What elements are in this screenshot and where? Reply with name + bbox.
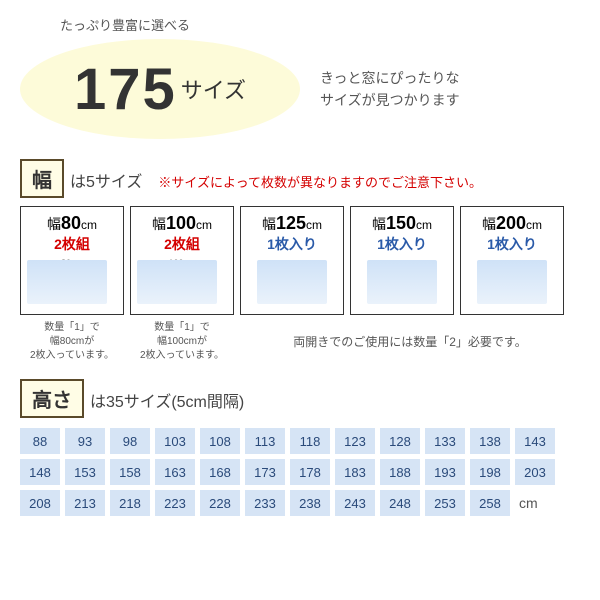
width-label: 幅125cm <box>245 213 339 234</box>
width-label: 幅150cm <box>355 213 449 234</box>
top-tagline: たっぷり豊富に選べる <box>60 15 580 34</box>
width-qty: 1枚入り <box>465 234 559 254</box>
width-badge: 幅 <box>20 159 64 198</box>
height-cell: 113 <box>245 428 285 454</box>
width-heading: 幅 は5サイズ ※サイズによって枚数が異なりますのでご注意下さい。 <box>20 159 580 198</box>
height-cell: 138 <box>470 428 510 454</box>
height-unit: cm <box>519 495 538 511</box>
width-label: 幅100cm <box>135 213 229 234</box>
height-cell: 233 <box>245 490 285 516</box>
width-card: 幅200cm 1枚入り <box>460 206 564 315</box>
width-warning: ※サイズによって枚数が異なりますのでご注意下さい。 <box>158 172 482 191</box>
width-cards-row: 幅80cm 2枚組 80cm幅100cm 2枚組 100cm幅125cm 1枚入… <box>20 206 580 315</box>
curtain-icon: 100cm <box>135 260 229 308</box>
height-cell: 243 <box>335 490 375 516</box>
height-cell: 178 <box>290 459 330 485</box>
height-cell: 253 <box>425 490 465 516</box>
width-qty: 1枚入り <box>245 234 339 254</box>
height-cell: 108 <box>200 428 240 454</box>
width-card: 幅80cm 2枚組 80cm <box>20 206 124 315</box>
width-note-wide: 両開きでのご使用には数量「2」必要です。 <box>240 321 580 363</box>
curtain-icon <box>355 260 449 308</box>
height-cell: 98 <box>110 428 150 454</box>
height-cell: 158 <box>110 459 150 485</box>
hero-section: 175 サイズ きっと窓にぴったりな サイズが見つかります <box>20 39 580 139</box>
curtain-icon <box>245 260 339 308</box>
width-qty: 1枚入り <box>355 234 449 254</box>
hero-text: きっと窓にぴったりな サイズが見つかります <box>320 67 460 112</box>
height-cell: 118 <box>290 428 330 454</box>
hero-line1: きっと窓にぴったりな <box>320 67 460 89</box>
height-cell: 203 <box>515 459 555 485</box>
height-cell: 218 <box>110 490 150 516</box>
height-cell: 128 <box>380 428 420 454</box>
width-card: 幅150cm 1枚入り <box>350 206 454 315</box>
width-notes-row: 数量「1」で幅80cmが2枚入っています。数量「1」で幅100cmが2枚入ってい… <box>20 321 580 363</box>
height-cell: 188 <box>380 459 420 485</box>
height-cell: 208 <box>20 490 60 516</box>
curtain-icon: 80cm <box>25 260 119 308</box>
width-note: 数量「1」で幅100cmが2枚入っています。 <box>130 321 234 363</box>
height-cell: 123 <box>335 428 375 454</box>
height-cell: 93 <box>65 428 105 454</box>
height-cell: 228 <box>200 490 240 516</box>
height-cell: 133 <box>425 428 465 454</box>
height-cell: 153 <box>65 459 105 485</box>
height-cell: 163 <box>155 459 195 485</box>
height-cell: 248 <box>380 490 420 516</box>
width-label: 幅80cm <box>25 213 119 234</box>
size-number: 175 <box>74 56 177 123</box>
height-cell: 88 <box>20 428 60 454</box>
width-label: 幅200cm <box>465 213 559 234</box>
height-cell: 173 <box>245 459 285 485</box>
width-sub: は5サイズ <box>70 168 142 192</box>
height-cell: 238 <box>290 490 330 516</box>
width-card: 幅100cm 2枚組 100cm <box>130 206 234 315</box>
width-card: 幅125cm 1枚入り <box>240 206 344 315</box>
height-cell: 148 <box>20 459 60 485</box>
height-badge: 高さ <box>20 379 84 418</box>
height-cell: 223 <box>155 490 195 516</box>
height-cell: 168 <box>200 459 240 485</box>
height-cell: 213 <box>65 490 105 516</box>
height-cell: 103 <box>155 428 195 454</box>
height-cell: 198 <box>470 459 510 485</box>
width-qty: 2枚組 <box>135 234 229 254</box>
size-suffix: サイズ <box>181 73 246 105</box>
height-cell: 143 <box>515 428 555 454</box>
height-cell: 183 <box>335 459 375 485</box>
height-grid: 8893981031081131181231281331381431481531… <box>20 428 580 516</box>
size-oval: 175 サイズ <box>20 39 300 139</box>
width-qty: 2枚組 <box>25 234 119 254</box>
height-sub: は35サイズ(5cm間隔) <box>90 388 244 412</box>
height-heading: 高さ は35サイズ(5cm間隔) <box>20 379 580 418</box>
height-cell: 193 <box>425 459 465 485</box>
height-cell: 258 <box>470 490 510 516</box>
curtain-icon <box>465 260 559 308</box>
hero-line2: サイズが見つかります <box>320 89 460 111</box>
width-note: 数量「1」で幅80cmが2枚入っています。 <box>20 321 124 363</box>
